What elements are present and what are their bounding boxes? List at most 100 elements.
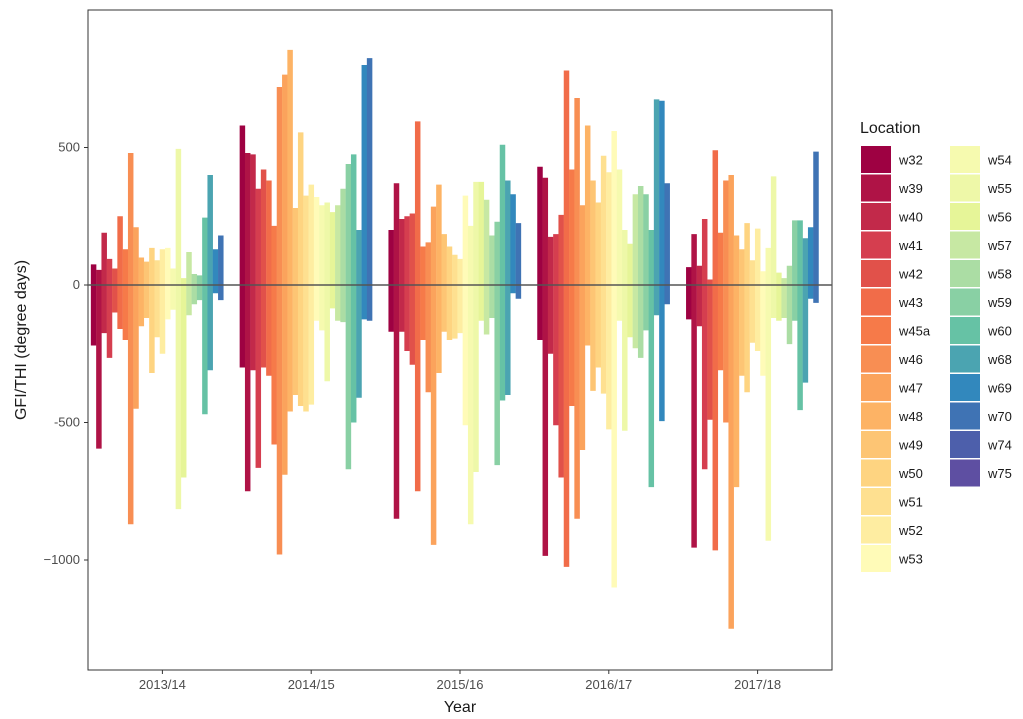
bar-w43-2015/16-negative [414, 285, 421, 492]
bar-w49-2013/14-negative [143, 285, 150, 318]
bar-w55-2016/17-positive [622, 230, 628, 285]
bar-w51-2015/16-negative [452, 285, 458, 339]
bar-w56-2014/15-positive [329, 212, 336, 285]
bar-w56-2016/17-positive [627, 243, 633, 285]
legend-label-w56: w56 [987, 210, 1012, 225]
bar-w59-2015/16-positive [494, 221, 500, 285]
bar-w60-2013/14-positive [202, 217, 208, 285]
bar-w59-2017/18-negative [792, 285, 798, 321]
bar-w54-2015/16-positive [467, 225, 474, 285]
bar-w53-2013/14-negative [165, 285, 171, 320]
bar-w49-2017/18-negative [739, 285, 745, 376]
legend-swatch-w56 [950, 203, 980, 230]
bar-w42-2016/17-positive [558, 214, 564, 285]
bar-w53-2017/18-positive [760, 271, 766, 285]
bar-w57-2016/17-positive [632, 194, 639, 285]
bar-w58-2016/17-positive [637, 186, 644, 285]
bar-w48-2013/14-positive [138, 257, 145, 285]
bar-w50-2017/18-negative [744, 285, 750, 393]
bar-w68-2016/17-positive [653, 99, 660, 285]
bar-w59-2014/15-positive [345, 164, 352, 285]
bar-w32-2016/17-positive [537, 166, 543, 285]
bar-w46-2014/15-negative [276, 285, 283, 555]
legend-label-w48: w48 [898, 409, 923, 424]
bar-w58-2016/17-negative [637, 285, 644, 358]
bar-w41-2013/14-positive [106, 258, 113, 285]
bar-w47-2013/14-positive [133, 227, 139, 285]
bar-w60-2017/18-positive [797, 220, 803, 285]
bar-w53-2013/14-positive [165, 247, 171, 285]
y-tick-label: −1000 [43, 552, 80, 567]
bar-w56-2015/16-positive [478, 181, 485, 285]
legend-label-w42: w42 [898, 267, 923, 282]
legend: Location w32 w39 w40 w41 w42 w43 w45a w46 w47 w48… [860, 120, 1012, 572]
bar-w40-2015/16-positive [399, 219, 405, 285]
legend-swatch-w48 [861, 402, 891, 430]
bar-w47-2017/18-positive [728, 175, 734, 285]
bar-w55-2013/14-negative [175, 285, 182, 510]
bar-w52-2017/18-negative [754, 285, 761, 351]
bar-w39-2017/18-positive [691, 234, 697, 285]
bar-w41-2015/16-positive [404, 216, 410, 285]
bar-w70-2016/17-negative [664, 285, 670, 305]
bar-w52-2016/17-negative [606, 285, 612, 430]
bar-w54-2017/18-positive [765, 247, 772, 285]
bar-w41-2014/15-positive [255, 188, 262, 285]
legend-swatch-w68 [950, 345, 980, 373]
bar-w57-2014/15-positive [335, 205, 341, 285]
bar-w48-2013/14-negative [138, 285, 145, 327]
bar-w50-2014/15-positive [297, 132, 304, 285]
bar-w55-2013/14-positive [175, 148, 182, 285]
legend-label-w68: w68 [987, 352, 1012, 367]
bar-w59-2016/17-negative [643, 285, 649, 331]
legend-swatch-w53 [861, 545, 891, 572]
bar-w56-2016/17-negative [627, 285, 633, 338]
bar-w45a-2016/17-positive [569, 169, 575, 285]
bar-w41-2017/18-negative [701, 285, 708, 470]
bar-w57-2015/16-negative [483, 285, 490, 335]
bar-w43-2013/14-negative [117, 285, 123, 329]
bar-w57-2013/14-positive [186, 252, 192, 285]
bar-w40-2015/16-negative [399, 285, 405, 332]
x-tick-label: 2016/17 [585, 677, 632, 692]
legend-swatch-w75 [950, 459, 980, 487]
bar-w52-2015/16-positive [457, 258, 463, 285]
bar-w53-2014/15-positive [313, 197, 320, 285]
bar-w46-2013/14-positive [127, 153, 134, 285]
bar-w43-2013/14-positive [117, 216, 123, 285]
bar-w32-2017/18-positive [686, 267, 692, 285]
bar-w49-2013/14-positive [143, 261, 150, 285]
bar-w46-2017/18-positive [723, 180, 729, 285]
bar-w70-2013/14-positive [218, 235, 224, 285]
bar-w39-2014/15-negative [244, 285, 251, 492]
bar-w39-2015/16-positive [393, 183, 400, 285]
legend-swatch-w45a [861, 317, 891, 344]
bar-w49-2017/18-positive [739, 249, 745, 285]
bar-w46-2016/17-negative [574, 285, 580, 519]
bar-w32-2015/16-negative [388, 285, 394, 332]
bar-w60-2013/14-negative [202, 285, 208, 415]
bar-w53-2015/16-negative [462, 285, 469, 426]
bar-w68-2017/18-positive [802, 238, 809, 285]
bar-w32-2016/17-negative [537, 285, 543, 340]
bar-w50-2015/16-positive [446, 246, 453, 285]
bar-w51-2015/16-positive [452, 254, 458, 285]
legend-swatch-w69 [950, 374, 980, 401]
legend-swatch-w70 [950, 402, 980, 430]
bar-w47-2014/15-negative [282, 285, 288, 475]
legend-swatch-w55 [950, 174, 980, 202]
bar-w56-2014/15-negative [329, 285, 336, 309]
bar-w68-2017/18-negative [802, 285, 809, 383]
bar-w51-2017/18-positive [749, 260, 756, 285]
bar-w57-2017/18-negative [781, 285, 787, 318]
bar-w45a-2015/16-positive [420, 246, 426, 285]
legend-label-w45a: w45a [898, 324, 931, 339]
bar-w59-2015/16-negative [494, 285, 500, 466]
bar-w45a-2013/14-positive [122, 249, 129, 285]
y-axis-title: GFI/THI (degree days) [13, 260, 30, 420]
bar-w58-2017/18-positive [786, 265, 793, 285]
bar-w41-2017/18-positive [701, 219, 708, 285]
bar-w52-2013/14-positive [159, 249, 166, 285]
legend-swatch-w32 [861, 146, 891, 173]
bar-w50-2013/14-positive [149, 247, 155, 285]
